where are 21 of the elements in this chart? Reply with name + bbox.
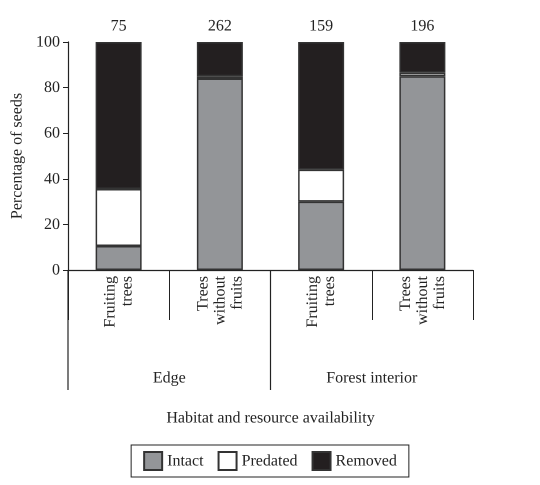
text: 159 xyxy=(309,18,334,34)
text: Habitat and resource availability xyxy=(166,410,375,426)
text: Forest interior xyxy=(326,370,418,386)
legend-label: Predated xyxy=(242,452,298,470)
y-tick-label: 60 xyxy=(44,124,60,142)
y-tick-label: 20 xyxy=(44,216,60,233)
y-tick-label: 100 xyxy=(36,34,60,50)
x-tick-label: Fruiting trees xyxy=(102,276,136,328)
text: Edge xyxy=(152,370,186,386)
x-tick-label: Trees without fruits xyxy=(396,275,448,325)
text: 262 xyxy=(208,18,232,34)
y-axis-title: Percentage of seeds xyxy=(8,92,26,220)
legend-label: Intact xyxy=(167,452,204,470)
x-tick-label: Trees without fruits xyxy=(194,275,246,325)
x-tick-label: Fruiting trees xyxy=(304,276,338,328)
text: 75 xyxy=(110,18,127,34)
y-tick-label: 0 xyxy=(52,262,60,278)
text: 196 xyxy=(410,18,434,34)
legend-label: Removed xyxy=(336,452,397,470)
y-tick-label: 40 xyxy=(44,170,60,188)
y-tick-label: 80 xyxy=(44,79,60,96)
